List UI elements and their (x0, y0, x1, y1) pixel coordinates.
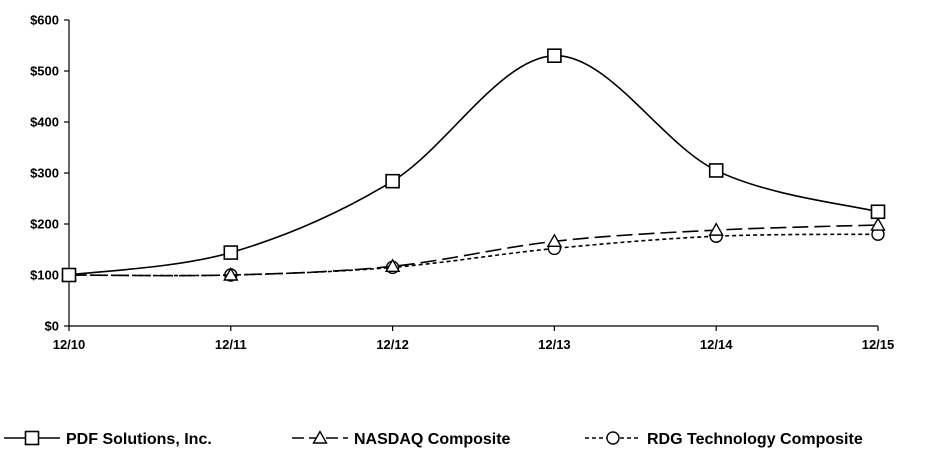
data-point-square (547, 48, 562, 64)
y-tick-label: $100 (30, 268, 59, 283)
y-tick-label: $600 (30, 13, 59, 28)
series-layer (61, 48, 886, 283)
legend-item-nasdaq-composite: NASDAQ Composite (292, 430, 511, 448)
legend-label: PDF Solutions, Inc. (66, 431, 212, 448)
x-tick-label: 12/10 (53, 337, 86, 352)
x-axis-ticks: 12/10 12/11 12/12 12/13 12/14 12/15 (53, 326, 895, 352)
x-tick-label: 12/12 (376, 337, 409, 352)
data-point-triangle (384, 258, 401, 273)
legend-marker-square (24, 430, 40, 446)
series-line (68, 233, 879, 277)
legend-marker-triangle (312, 430, 328, 444)
x-tick-label: 12/13 (538, 337, 571, 352)
data-point-triangle (708, 222, 724, 236)
legend-label: RDG Technology Composite (647, 431, 863, 448)
legend-label: NASDAQ Composite (354, 431, 511, 448)
y-axis-ticks: $0 $100 $200 $300 $400 $500 $600 (30, 13, 69, 334)
data-point-triangle (546, 233, 563, 248)
legend-item-rdg-technology-composite: RDG Technology Composite (585, 431, 863, 448)
data-point-triangle (870, 217, 886, 231)
data-point-square (708, 163, 724, 178)
x-tick-label: 12/14 (700, 337, 733, 352)
axes (68, 20, 878, 327)
series-line (68, 54, 879, 276)
y-tick-label: $200 (30, 217, 59, 232)
data-point-square (223, 245, 239, 260)
data-point-square (870, 204, 886, 220)
legend: PDF Solutions, Inc. NASDAQ Composite RDG T… (4, 430, 863, 448)
y-tick-label: $0 (45, 319, 59, 334)
legend-item-pdf-solutions-inc: PDF Solutions, Inc. (4, 430, 212, 448)
legend-marker-circle (606, 431, 620, 445)
series-nasdaq-composite (61, 217, 886, 281)
y-tick-label: $500 (30, 64, 59, 79)
data-point-square (61, 267, 77, 283)
y-tick-label: $400 (30, 115, 59, 130)
data-point-triangle (223, 267, 239, 281)
x-tick-label: 12/11 (215, 337, 247, 352)
series-pdf-solutions-inc (61, 48, 886, 283)
series-line (68, 224, 879, 277)
y-tick-label: $300 (30, 166, 59, 181)
x-tick-label: 12/15 (862, 337, 895, 352)
data-point-square (385, 173, 400, 189)
